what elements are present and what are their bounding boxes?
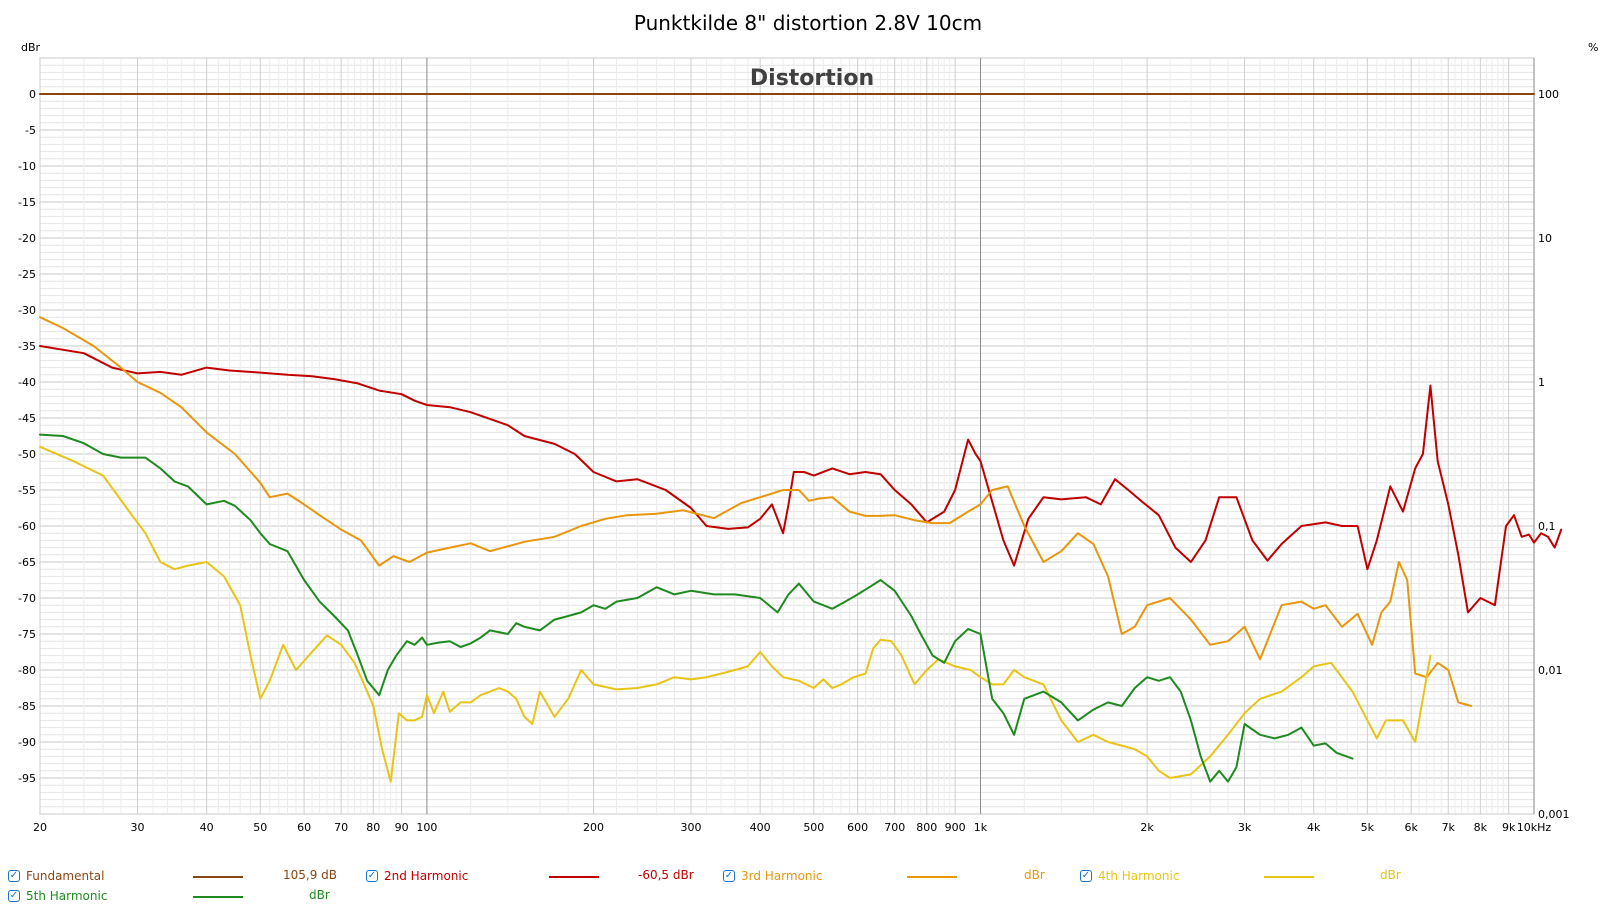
y-tick-label: -80 [18, 664, 36, 677]
x-tick-label: 300 [681, 821, 702, 834]
y-right-tick-labels: 100 10 1 0,1 0,01 0,001 [1538, 88, 1570, 821]
x-tick-label: 6k [1405, 821, 1419, 834]
legend-swatch-fundamental [193, 876, 243, 878]
checkbox-fundamental[interactable]: ✓ [8, 870, 20, 882]
x-tick-label: 1k [974, 821, 988, 834]
x-tick-label: 3k [1238, 821, 1252, 834]
y-tick-label: -40 [18, 376, 36, 389]
y-axis-right-unit: % [1588, 41, 1598, 54]
y-tick-label: -30 [18, 304, 36, 317]
y-tick-label: -70 [18, 592, 36, 605]
y-tick-label: 0 [29, 88, 36, 101]
x-tick-label: 7k [1442, 821, 1456, 834]
x-tick-label: 50 [253, 821, 267, 834]
checkmark-icon: ✓ [9, 870, 19, 881]
y-tick-label: -50 [18, 448, 36, 461]
x-tick-label: 400 [750, 821, 771, 834]
series-line-5th-harmonic [39, 433, 1354, 783]
legend-swatch-5th-harmonic [193, 896, 243, 898]
checkbox-3rd-harmonic[interactable]: ✓ [723, 870, 735, 882]
legend-item-5th-harmonic[interactable]: ✓ 5th Harmonic [8, 886, 107, 906]
checkbox-4th-harmonic[interactable]: ✓ [1080, 870, 1092, 882]
y-tick-labels: 0 -5 -10 -15 -20 -25 -30 -35 -40 -45 -50 -55 -60 -65 -… [18, 88, 36, 785]
y-right-tick-label: 100 [1538, 88, 1559, 101]
series-line-3rd-harmonic [39, 316, 1473, 707]
x-tick-label: 700 [884, 821, 905, 834]
legend-item-3rd-harmonic[interactable]: ✓ 3rd Harmonic [723, 866, 822, 886]
x-tick-label: 600 [847, 821, 868, 834]
x-tick-label: 5k [1361, 821, 1375, 834]
x-tick-labels: 20 30 40 50 60 70 80 90 100 200 300 400 500 600 700 800… [33, 821, 1551, 834]
x-tick-label: 70 [334, 821, 348, 834]
checkbox-5th-harmonic[interactable]: ✓ [8, 890, 20, 902]
x-tick-label: 20 [33, 821, 47, 834]
y-tick-label: -10 [18, 160, 36, 173]
legend-item-fundamental[interactable]: ✓ Fundamental [8, 866, 105, 886]
legend-label-4th-harmonic: 4th Harmonic [1098, 869, 1180, 883]
legend-value-3rd-harmonic: dBr [1024, 868, 1045, 882]
x-tick-label: 8k [1474, 821, 1488, 834]
legend-value-fundamental: 105,9 dB [283, 868, 338, 882]
legend-swatch-3rd-harmonic [907, 876, 957, 878]
x-tick-label: 40 [200, 821, 214, 834]
y-tick-label: -15 [18, 196, 36, 209]
y-tick-label: -85 [18, 700, 36, 713]
legend: ✓ Fundamental 105,9 dB ✓ 2nd Harmonic -6… [0, 862, 1617, 912]
x-tick-label: 800 [916, 821, 937, 834]
y-tick-label: -20 [18, 232, 36, 245]
y-tick-label: -95 [18, 772, 36, 785]
legend-value-4th-harmonic: dBr [1380, 868, 1401, 882]
chart-title: Punktkilde 8" distortion 2.8V 10cm [634, 11, 982, 35]
x-tick-label: 4k [1307, 821, 1321, 834]
legend-label-fundamental: Fundamental [26, 869, 105, 883]
grid [39, 57, 1535, 815]
y-tick-label: -55 [18, 484, 36, 497]
x-tick-label: 9k [1502, 821, 1516, 834]
checkmark-icon: ✓ [724, 870, 734, 881]
legend-label-5th-harmonic: 5th Harmonic [26, 889, 108, 903]
y-right-tick-label: 0,01 [1538, 664, 1563, 677]
chart-watermark: Distortion [750, 66, 874, 91]
x-tick-label: 80 [366, 821, 380, 834]
legend-label-3rd-harmonic: 3rd Harmonic [741, 869, 823, 883]
series-line-4th-harmonic [39, 445, 1432, 783]
y-right-tick-label: 1 [1538, 376, 1545, 389]
x-tick-label: 100 [416, 821, 437, 834]
y-tick-label: -60 [18, 520, 36, 533]
x-tick-label: 200 [583, 821, 604, 834]
x-tick-label: 900 [945, 821, 966, 834]
y-axis-left-unit: dBr [21, 41, 41, 54]
x-tick-label: 30 [130, 821, 144, 834]
checkmark-icon: ✓ [367, 870, 377, 881]
y-tick-label: -25 [18, 268, 36, 281]
legend-swatch-2nd-harmonic [549, 876, 599, 878]
legend-swatch-4th-harmonic [1264, 876, 1314, 878]
y-tick-label: -65 [18, 556, 36, 569]
y-tick-label: -35 [18, 340, 36, 353]
legend-item-4th-harmonic[interactable]: ✓ 4th Harmonic [1080, 866, 1179, 886]
x-tick-label: 500 [803, 821, 824, 834]
y-tick-label: -75 [18, 628, 36, 641]
legend-label-2nd-harmonic: 2nd Harmonic [384, 869, 469, 883]
y-right-tick-label: 0,1 [1538, 520, 1556, 533]
legend-value-5th-harmonic: dBr [309, 888, 330, 902]
x-tick-label: 2k [1140, 821, 1154, 834]
y-tick-label: -5 [25, 124, 36, 137]
x-tick-label: 60 [297, 821, 311, 834]
y-tick-label: -45 [18, 412, 36, 425]
plot-area [39, 57, 1535, 815]
x-tick-label: 10kHz [1517, 821, 1552, 834]
checkmark-icon: ✓ [1081, 870, 1091, 881]
checkmark-icon: ✓ [9, 890, 19, 901]
checkbox-2nd-harmonic[interactable]: ✓ [366, 870, 378, 882]
series-line-2nd-harmonic [39, 345, 1563, 614]
legend-value-2nd-harmonic: -60,5 dBr [638, 868, 694, 882]
y-tick-label: -90 [18, 736, 36, 749]
y-right-tick-label: 10 [1538, 232, 1552, 245]
legend-item-2nd-harmonic[interactable]: ✓ 2nd Harmonic [366, 866, 468, 886]
y-right-tick-label: 0,001 [1538, 808, 1570, 821]
x-tick-label: 90 [395, 821, 409, 834]
distortion-chart: Punktkilde 8" distortion 2.8V 10cm dBr %… [18, 11, 1598, 834]
series-lines [39, 93, 1563, 783]
